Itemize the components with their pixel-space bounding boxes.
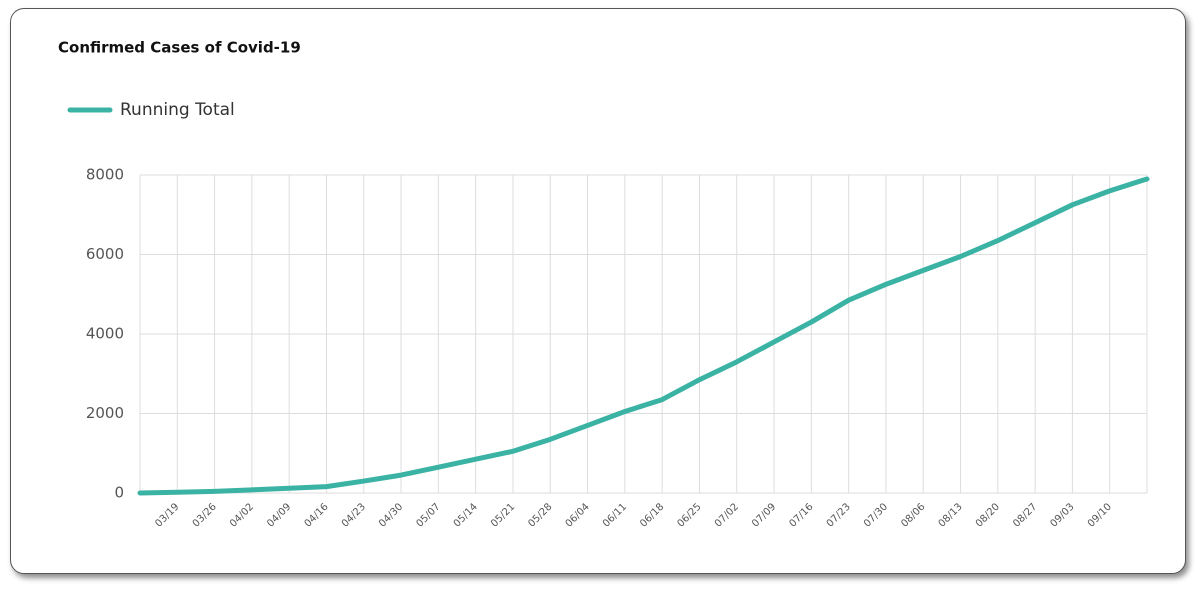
x-tick-label: 05/28 (526, 501, 554, 529)
x-tick-label: 08/27 (1011, 501, 1039, 529)
x-tick-label: 07/16 (787, 501, 815, 529)
x-tick-label: 08/13 (937, 501, 965, 529)
y-tick-label: 4000 (86, 325, 124, 343)
x-tick-label: 03/19 (153, 501, 181, 529)
x-tick-label: 05/14 (452, 501, 480, 529)
x-tick-label: 08/06 (899, 501, 927, 529)
x-tick-label: 08/20 (974, 501, 1002, 529)
chart-card (10, 8, 1186, 574)
x-tick-label: 07/23 (825, 501, 853, 529)
x-tick-label: 09/03 (1048, 501, 1076, 529)
x-tick-label: 05/21 (489, 501, 517, 529)
x-tick-label: 06/25 (676, 501, 704, 529)
x-tick-label: 04/02 (228, 501, 256, 529)
x-tick-label: 06/18 (638, 501, 666, 529)
legend-label: Running Total (120, 100, 235, 120)
y-tick-label: 0 (114, 484, 124, 502)
y-tick-label: 6000 (86, 245, 124, 263)
y-tick-label: 2000 (86, 404, 124, 422)
x-tick-label: 07/02 (713, 501, 741, 529)
x-tick-label: 04/23 (340, 501, 368, 529)
y-tick-label: 8000 (86, 166, 124, 184)
x-tick-label: 07/09 (750, 501, 778, 529)
x-tick-label: 06/11 (601, 501, 629, 529)
x-tick-label: 04/16 (303, 501, 331, 529)
data-line (137, 176, 1150, 496)
x-tick-label: 06/04 (564, 501, 592, 529)
x-tick-label: 03/26 (191, 501, 219, 529)
x-tick-label: 07/30 (862, 501, 890, 529)
chart-title: Confirmed Cases of Covid-19 (58, 39, 301, 57)
x-tick-label: 09/10 (1086, 501, 1114, 529)
x-tick-label: 04/09 (265, 501, 293, 529)
x-tick-label: 05/07 (414, 501, 442, 529)
x-tick-label: 04/30 (377, 501, 405, 529)
